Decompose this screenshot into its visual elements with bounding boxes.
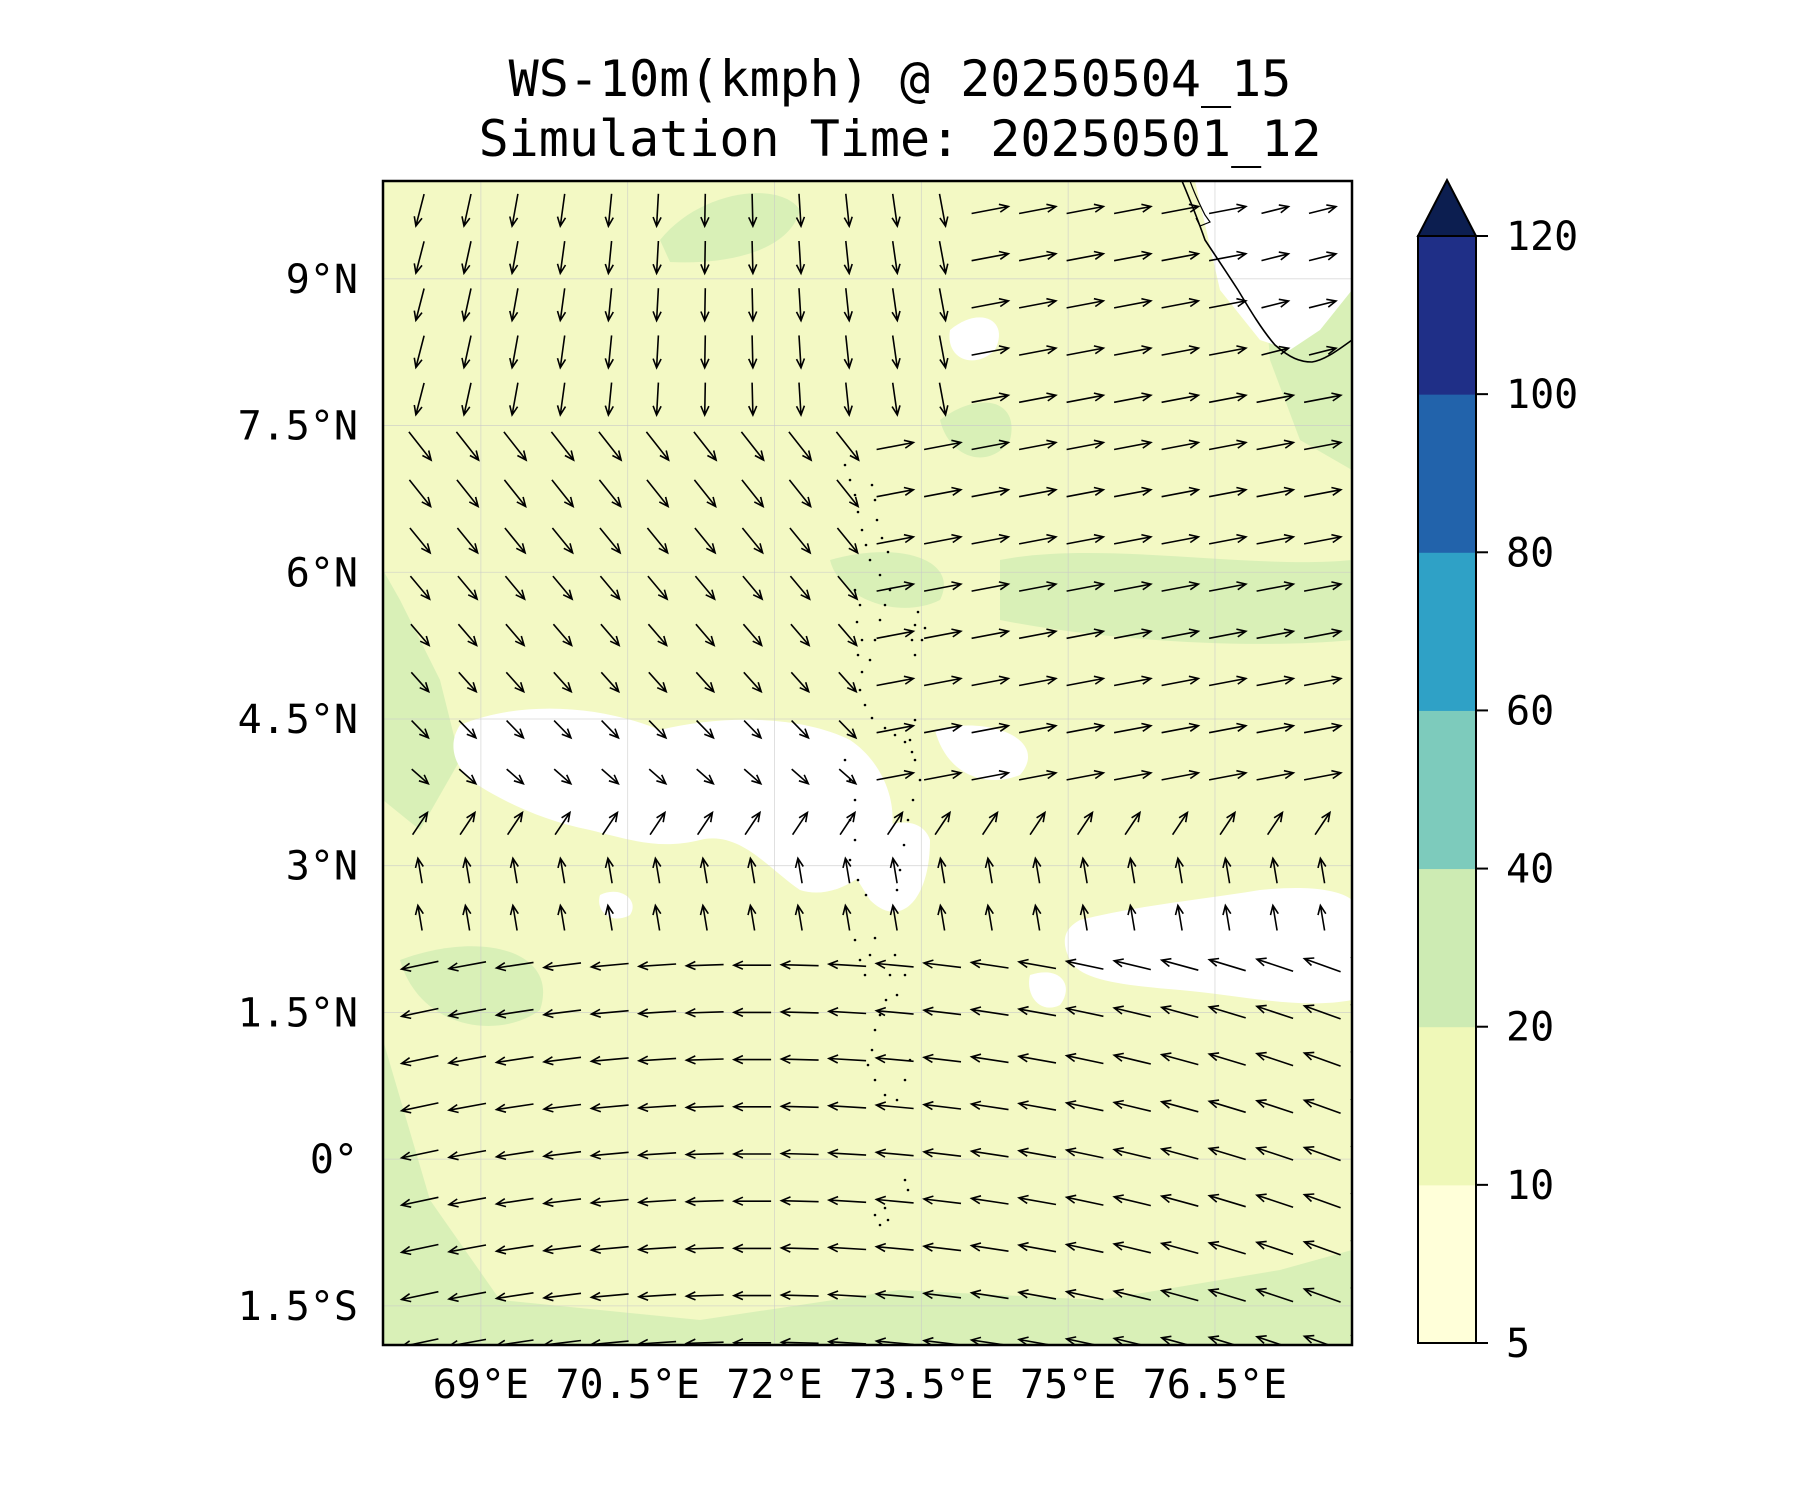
y-tick-label-6: 0°: [310, 1137, 358, 1183]
x-tick-label-1: 70.5°E: [555, 1362, 700, 1408]
moderate-speed-patch-6: [1000, 552, 1352, 644]
colorbar-extend-arrow: [1416, 177, 1478, 237]
chart-title: WS-10m(kmph) @ 20250504_15: [508, 50, 1292, 108]
calm-region-4: [1029, 972, 1066, 1008]
colorbar-tick-label-7: 120: [1506, 214, 1578, 260]
moderate-speed-patch-1: [383, 1040, 1352, 1345]
calm-region-5: [949, 317, 999, 361]
map-frame: [381, 179, 1354, 1347]
wind-vectors: [399, 193, 1352, 1345]
chart-subtitle: Simulation Time: 20250501_12: [478, 110, 1322, 168]
colorbar-band-5: [1418, 394, 1476, 553]
colorbar-band-4: [1418, 552, 1476, 711]
y-tick-label-2: 6°N: [286, 550, 358, 596]
colorbar-tick-label-5: 80: [1506, 530, 1554, 576]
colorbar: 5 10 20 40 60 80 100 120: [1416, 177, 1578, 1367]
colorbar-band-0: [1418, 1184, 1476, 1344]
colorbar-tick-label-4: 60: [1506, 688, 1554, 734]
y-tick-label-4: 3°N: [286, 844, 358, 890]
calm-region-0: [453, 708, 893, 893]
moderate-speed-patch-0: [383, 570, 460, 830]
colorbar-tick-label-2: 20: [1506, 1005, 1554, 1051]
calm-region-8: [698, 779, 727, 804]
colorbar-tick-label-0: 5: [1506, 1321, 1530, 1367]
x-tick-label-5: 76.5°E: [1143, 1362, 1288, 1408]
island-atolls: [843, 463, 927, 1227]
y-tick-label-7: 1.5°S: [238, 1284, 358, 1330]
colorbar-band-3: [1418, 710, 1476, 870]
calm-region-2: [935, 725, 1029, 780]
calm-region-7: [599, 891, 633, 919]
map-plot-area: [383, 181, 1352, 1345]
x-tick-label-4: 75°E: [1020, 1362, 1116, 1408]
moderate-speed-patch-2: [660, 193, 800, 263]
y-tick-label-3: 4.5°N: [238, 697, 358, 743]
y-tick-label-1: 7.5°N: [238, 404, 358, 450]
moderate-speed-patch-5: [830, 552, 944, 608]
colorbar-tick-label-6: 100: [1506, 372, 1578, 418]
y-tick-label-0: 9°N: [286, 257, 358, 303]
x-tick-label-3: 73.5°E: [849, 1362, 994, 1408]
colorbar-tick-label-3: 40: [1506, 847, 1554, 893]
coastline-inlet: [1189, 181, 1211, 227]
calm-region-3: [1064, 888, 1352, 1004]
colorbar-frame: [1417, 235, 1477, 1344]
y-tick-label-5: 1.5°N: [238, 990, 358, 1036]
calm-region-1: [845, 822, 930, 912]
colorbar-band-1: [1418, 1026, 1476, 1186]
colorbar-band-2: [1418, 868, 1476, 1028]
colorbar-band-6: [1418, 236, 1476, 395]
colorbar-tick-label-1: 10: [1506, 1163, 1554, 1209]
x-tick-label-0: 69°E: [433, 1362, 529, 1408]
coastline-india: [1181, 181, 1352, 363]
x-tick-label-2: 72°E: [726, 1362, 822, 1408]
calm-region-6: [1195, 181, 1352, 350]
